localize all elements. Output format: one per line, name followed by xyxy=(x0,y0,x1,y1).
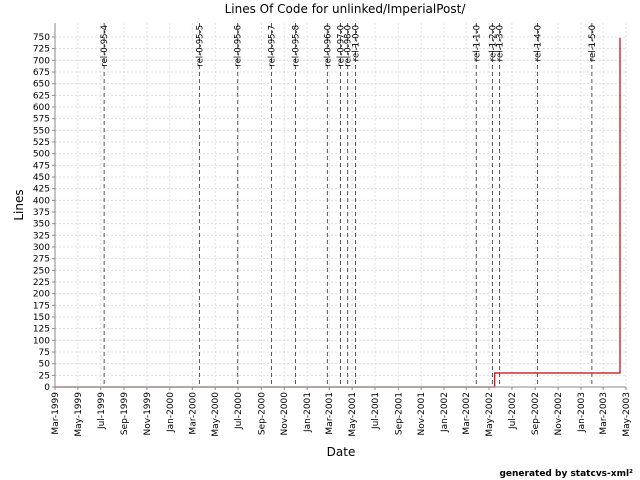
release-label: rel-0-95-5 xyxy=(195,25,205,67)
y-tick-label: 25 xyxy=(39,371,50,381)
x-axis-label: Date xyxy=(327,445,356,459)
x-tick-label: Jan-2002 xyxy=(440,392,450,433)
footer-credit: generated by statcvs-xml² xyxy=(499,469,633,479)
release-markers: rel-0-95-4 rel-0-95-5 rel-0-95-6 rel-0-95-7… xyxy=(100,23,598,387)
x-tick-label: May-2000 xyxy=(211,392,221,437)
x-tick-label: May-2001 xyxy=(348,392,358,437)
x-axis-ticks: Mar-1999 May-1999 Jul-1999 Sep-1999 Nov-1999… xyxy=(51,387,632,437)
y-tick-label: 100 xyxy=(33,336,50,346)
x-tick-label: Sep-2001 xyxy=(394,392,404,435)
y-tick-label: 375 xyxy=(33,208,50,218)
y-tick-label: 650 xyxy=(33,80,50,90)
x-tick-label: Jul-2002 xyxy=(508,392,518,430)
y-tick-label: 500 xyxy=(33,150,50,160)
chart-title: Lines Of Code for unlinked/ImperialPost/ xyxy=(225,2,467,16)
x-tick-label: May-1999 xyxy=(74,392,84,437)
y-tick-label: 725 xyxy=(33,45,50,55)
x-tick-label: Mar-2003 xyxy=(599,392,609,435)
x-tick-label: Nov-1999 xyxy=(143,392,153,436)
y-tick-label: 250 xyxy=(33,266,50,276)
y-tick-label: 600 xyxy=(33,103,50,113)
y-tick-label: 625 xyxy=(33,91,50,101)
y-tick-label: 475 xyxy=(33,161,50,171)
release-label: rel-0-95-8 xyxy=(291,25,301,67)
y-tick-label: 750 xyxy=(33,33,50,43)
y-tick-label: 425 xyxy=(33,185,50,195)
x-tick-label: Sep-2000 xyxy=(257,392,267,435)
x-tick-label: Jan-2001 xyxy=(303,392,313,433)
y-tick-label: 225 xyxy=(33,278,50,288)
release-label: rel-0-97-0 xyxy=(337,25,347,67)
y-tick-label: 150 xyxy=(33,313,50,323)
x-tick-label: Nov-2002 xyxy=(554,392,564,435)
x-tick-label: Mar-2001 xyxy=(325,392,335,435)
y-tick-label: 350 xyxy=(33,220,50,230)
y-tick-label: 125 xyxy=(33,325,50,335)
y-tick-label: 75 xyxy=(39,348,50,358)
x-tick-label: Nov-2001 xyxy=(417,392,427,435)
x-tick-label: Sep-2002 xyxy=(531,392,541,435)
release-label: rel-1-0-0 xyxy=(352,25,362,61)
release-label: rel-0-98-0 xyxy=(344,25,354,67)
y-tick-label: 325 xyxy=(33,231,50,241)
y-tick-label: 450 xyxy=(33,173,50,183)
x-tick-label: Mar-1999 xyxy=(51,392,61,435)
y-tick-label: 50 xyxy=(39,360,51,370)
y-tick-label: 300 xyxy=(33,243,50,253)
y-tick-label: 675 xyxy=(33,68,50,78)
y-tick-label: 0 xyxy=(44,383,50,393)
y-tick-label: 175 xyxy=(33,301,50,311)
release-label: rel-1-1-0 xyxy=(472,25,482,61)
y-tick-label: 575 xyxy=(33,115,50,125)
release-label: rel-1-3-0 xyxy=(496,25,506,61)
release-label: rel-0-95-4 xyxy=(100,25,110,67)
release-label: rel-1-4-0 xyxy=(533,25,543,61)
y-tick-label: 700 xyxy=(33,56,50,66)
x-tick-label: Jan-2000 xyxy=(166,392,176,433)
x-tick-label: May-2002 xyxy=(485,392,495,437)
x-tick-label: Mar-2002 xyxy=(462,392,472,435)
x-tick-label: Sep-1999 xyxy=(120,392,130,435)
x-tick-label: Jan-2003 xyxy=(577,392,587,433)
x-tick-label: Mar-2000 xyxy=(188,392,198,435)
y-tick-label: 200 xyxy=(33,290,50,300)
y-axis-label: Lines xyxy=(12,189,26,220)
release-label: rel-0-95-6 xyxy=(234,25,244,67)
release-label: rel-0-96-0 xyxy=(323,25,333,67)
y-tick-label: 400 xyxy=(33,196,50,206)
release-label: rel-1-5-0 xyxy=(588,25,598,61)
series-line xyxy=(494,37,621,387)
x-tick-label: Jul-2001 xyxy=(371,392,381,430)
y-tick-label: 275 xyxy=(33,255,50,265)
x-tick-label: Jul-2000 xyxy=(234,392,244,430)
release-label: rel-1-2-0 xyxy=(488,25,498,61)
x-tick-label: Jul-1999 xyxy=(97,392,107,430)
x-tick-label: Nov-2000 xyxy=(280,392,290,436)
y-tick-label: 525 xyxy=(33,138,50,148)
release-label: rel-0-95-7 xyxy=(267,25,277,67)
y-tick-label: 550 xyxy=(33,126,50,136)
x-tick-label: May-2003 xyxy=(622,392,632,437)
